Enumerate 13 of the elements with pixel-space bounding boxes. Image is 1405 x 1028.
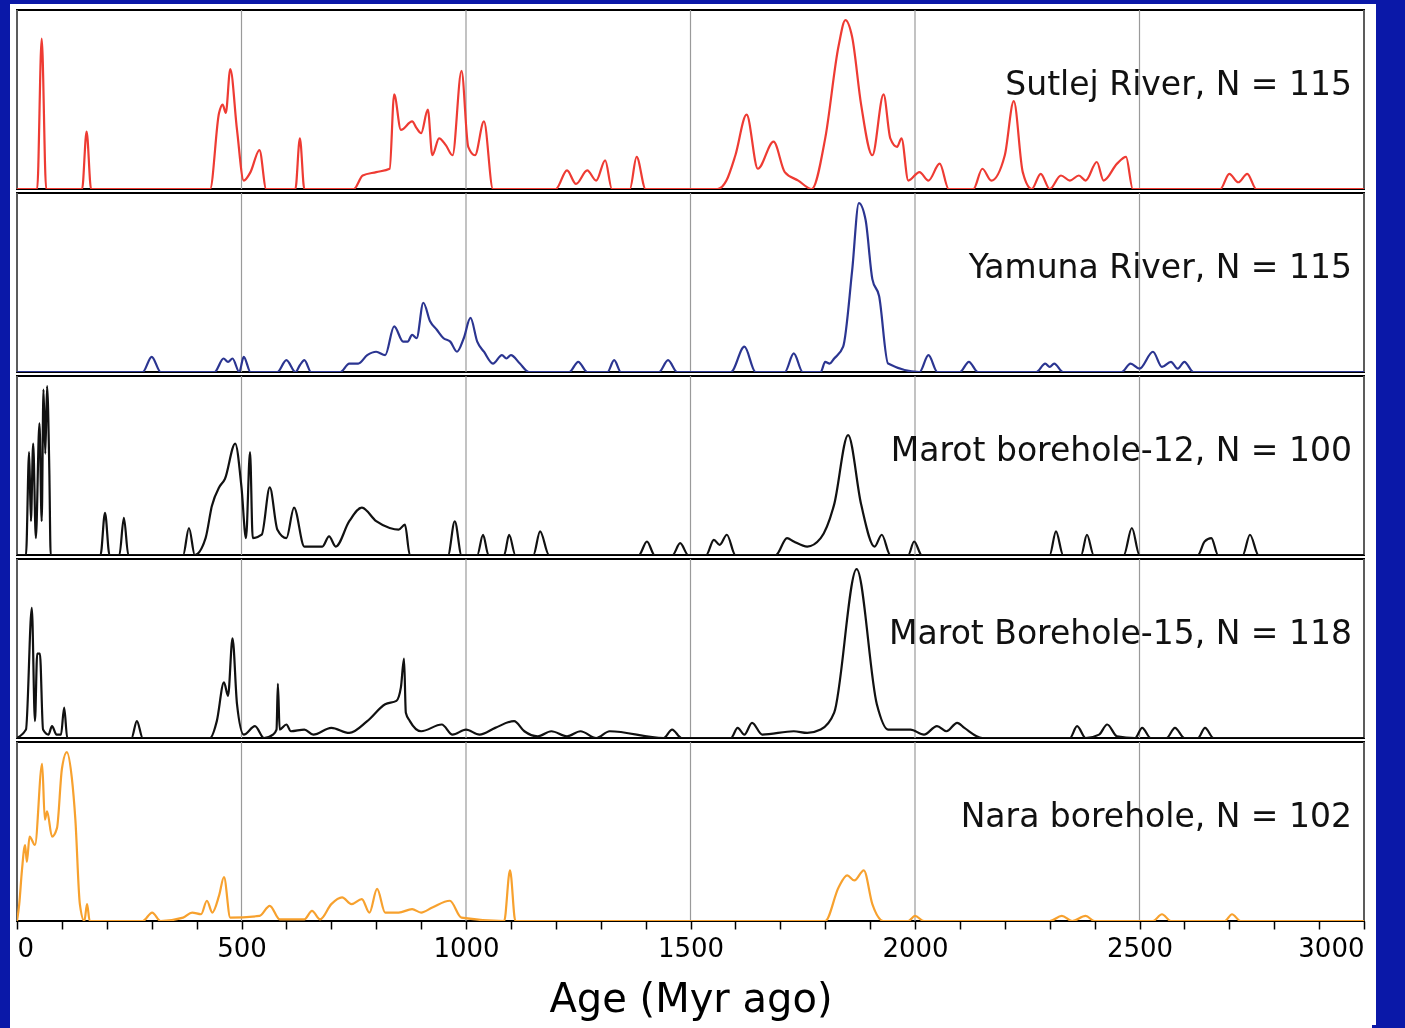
series-label: Marot borehole-12, N = 100 [890, 430, 1352, 470]
x-tick-label: 1500 [657, 932, 725, 963]
text: Yamuna River, N = 115 [967, 247, 1352, 287]
series-label: Sutlej River, N = 115 [1005, 64, 1352, 104]
x-tick-label: 2500 [1106, 932, 1174, 963]
text: Nara borehole, N = 102 [960, 796, 1352, 836]
x-tick-label: 3000 [1298, 932, 1365, 963]
series-label: Marot Borehole-15, N = 118 [889, 613, 1352, 653]
x-axis-title: Age (Myr ago) [549, 974, 833, 1021]
x-tick-label: 2000 [882, 932, 949, 963]
x-tick-label: 500 [217, 932, 267, 963]
x-tick-label: 0 [17, 932, 35, 963]
x-tick-label: 1000 [433, 932, 500, 963]
